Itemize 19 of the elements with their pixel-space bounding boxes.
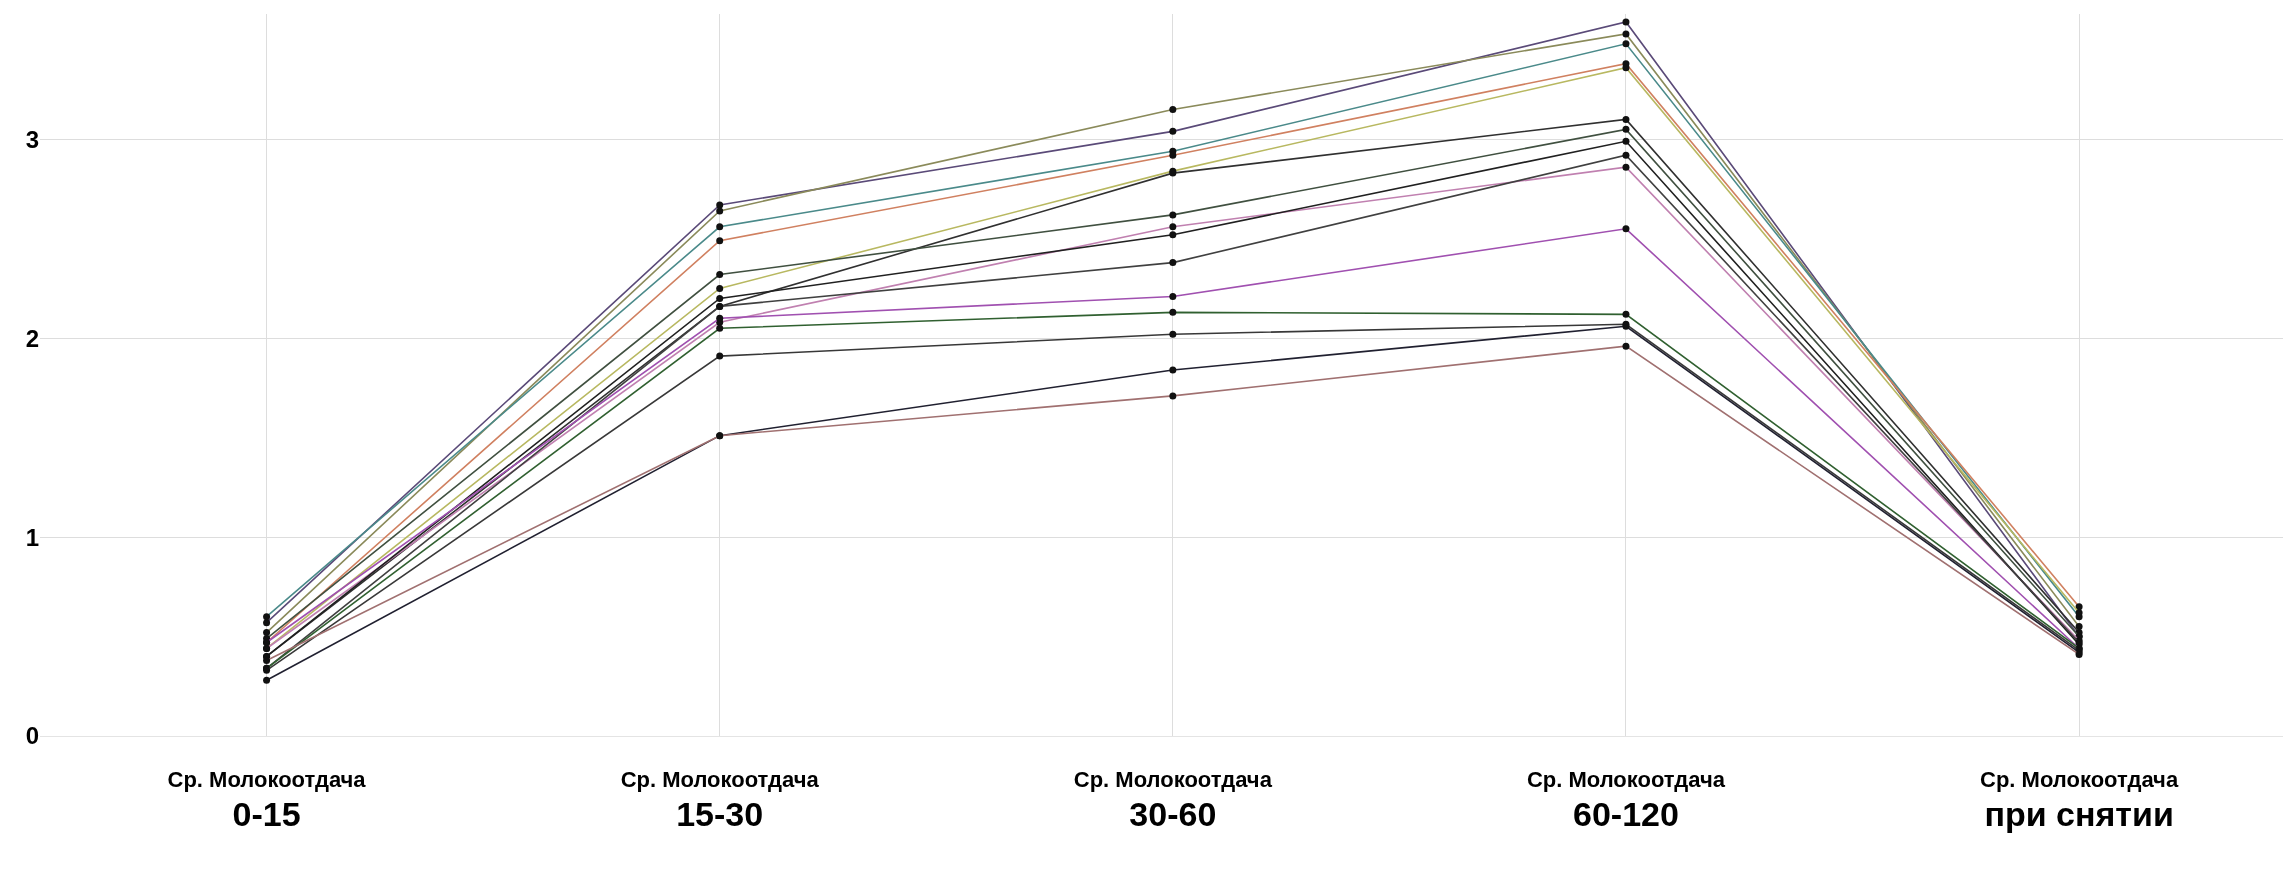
y-tick-label: 3 xyxy=(25,125,39,153)
point xyxy=(1622,137,1630,145)
y-tick-label: 1 xyxy=(25,523,39,551)
y-tick-label: 2 xyxy=(25,324,39,352)
x-tick-label: Ср. Молокоотдача 0-15 xyxy=(167,767,367,833)
point xyxy=(1169,259,1177,267)
point xyxy=(1622,115,1630,123)
x-tick-label: Ср. Молокоотдача 60-120 xyxy=(1526,767,1726,833)
x-tick-label: Ср. Молокоотдача 30-60 xyxy=(1073,767,1273,833)
point xyxy=(1169,330,1177,338)
point xyxy=(716,294,724,302)
point xyxy=(1169,366,1177,374)
point xyxy=(716,352,724,360)
point xyxy=(1169,231,1177,239)
x-tick-label: Ср. Молокоотдача 15-30 xyxy=(620,767,820,833)
x-tick-label: Ср. Молокоотдача при снятии xyxy=(1980,767,2179,833)
point xyxy=(1622,151,1630,159)
point xyxy=(263,676,271,684)
y-tick-label: 0 xyxy=(25,722,39,750)
